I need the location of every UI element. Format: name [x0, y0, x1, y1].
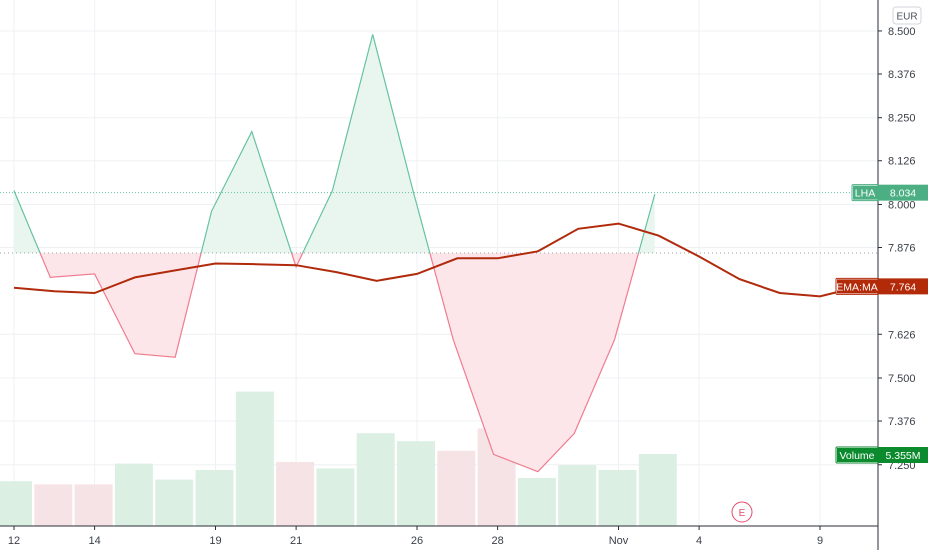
earnings-label: E [739, 508, 746, 519]
volume-bar [356, 433, 395, 526]
volume-bar [235, 391, 274, 526]
x-tick-label: 21 [290, 535, 302, 547]
ema-label: EMA:MA 7.764 [835, 277, 928, 295]
lha-label: LHA 8.034 [851, 184, 928, 202]
price-labels: LHA 8.034 EMA:MA 7.764 Volume 5.355M [835, 184, 928, 464]
x-tick-label: 12 [8, 535, 20, 547]
area-above-baseline [14, 34, 655, 254]
x-tick-label: 9 [817, 535, 823, 547]
x-tick-label: 26 [411, 535, 423, 547]
ema-label-name-fill [837, 279, 878, 294]
currency-button[interactable]: EUR [892, 6, 922, 25]
y-tick-label: 7.876 [888, 243, 916, 255]
earnings-marker[interactable]: E [731, 501, 753, 523]
ema-label-value: 7.764 [890, 281, 916, 293]
volume-label-value: 5.355M [885, 450, 920, 462]
volume-bars [0, 391, 677, 526]
volume-bar [558, 465, 597, 526]
volume-bar [0, 481, 32, 526]
y-tick-label: 7.376 [888, 416, 916, 428]
y-tick-label: 7.500 [888, 373, 916, 385]
price-line-down [39, 253, 640, 473]
ema-label-name: EMA:MA [836, 281, 877, 293]
volume-label: Volume 5.355M [835, 446, 928, 464]
x-tick-label: Nov [609, 535, 629, 547]
baseline-fills [0, 34, 878, 472]
markers: EUR E [731, 6, 922, 523]
lha-label-name: LHA [855, 188, 875, 200]
volume-bar [437, 450, 476, 526]
lha-label-value-box [878, 184, 928, 201]
volume-bar [397, 441, 435, 526]
volume-bar [517, 478, 556, 526]
y-tick-label: 8.250 [888, 113, 916, 125]
currency-button-label: EUR [896, 12, 917, 23]
volume-bar [276, 462, 315, 526]
series-lines [13, 34, 861, 473]
price-line-up [13, 34, 656, 254]
earnings-icon[interactable] [731, 501, 753, 523]
x-tick-label: 4 [696, 535, 702, 547]
currency-button-box[interactable] [892, 6, 922, 25]
y-tick-label: 8.376 [888, 69, 916, 81]
volume-bar [155, 479, 194, 526]
volume-bar [195, 470, 234, 526]
y-tick-label: 8.500 [888, 26, 916, 38]
x-tick-label: 14 [88, 535, 100, 547]
y-tick-label: 8.000 [888, 199, 916, 211]
volume-bar [598, 470, 637, 526]
volume-label-name-fill [837, 448, 878, 462]
volume-label-value-box [878, 447, 928, 463]
volume-bar [114, 463, 153, 526]
y-tick-label: 7.626 [888, 329, 916, 341]
volume-label-name: Volume [839, 450, 874, 462]
volume-bar [638, 454, 677, 526]
ema-line [13, 222, 861, 298]
area-below-baseline [14, 253, 655, 472]
volume-bar [34, 484, 73, 526]
ema-label-value-box [878, 278, 928, 295]
x-tick-label: 28 [491, 535, 503, 547]
lha-label-name-fill [853, 185, 878, 200]
volume-bar [316, 468, 355, 526]
volume-bar [74, 484, 113, 526]
y-tick-label: 8.126 [888, 156, 916, 168]
x-tick-label: 19 [209, 535, 221, 547]
lha-label-value: 8.034 [890, 188, 916, 200]
